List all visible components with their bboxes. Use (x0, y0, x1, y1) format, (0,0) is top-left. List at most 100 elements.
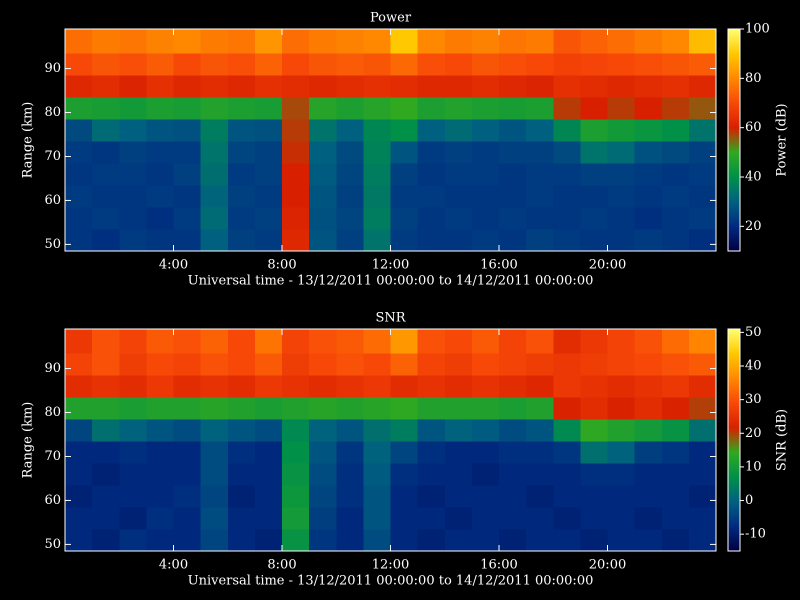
heatmap-cell (336, 441, 364, 464)
heatmap-cell (471, 419, 500, 442)
heatmap-cell (526, 419, 554, 442)
heatmap-cell (607, 375, 636, 398)
heatmap-cell (607, 29, 636, 54)
heatmap-cell (661, 185, 690, 208)
heatmap-cell (363, 97, 391, 120)
x-tick-label: 12:00 (372, 558, 409, 573)
heatmap-cell (92, 419, 120, 442)
heatmap-cell (92, 141, 120, 164)
heatmap-cell (282, 507, 310, 530)
heatmap-cell (92, 163, 120, 186)
heatmap-cell (526, 397, 554, 420)
heatmap-cell (661, 207, 690, 230)
colorbar-label: SNR (dB) (775, 409, 790, 471)
heatmap-cell (553, 207, 581, 230)
heatmap-cell (444, 419, 473, 442)
heatmap-cell (254, 529, 283, 552)
heatmap-cell (417, 141, 446, 164)
x-tick-label: 8:00 (267, 558, 296, 573)
heatmap-cell (254, 441, 283, 464)
heatmap-cell (580, 529, 608, 552)
heatmap-cell (553, 53, 581, 76)
heatmap-cell (309, 419, 337, 442)
heatmap-cell (173, 529, 202, 552)
heatmap-cell (471, 485, 500, 508)
heatmap-cell (282, 419, 310, 442)
heatmap-cell (65, 53, 93, 76)
heatmap-cell (173, 163, 202, 186)
heatmap-cell (526, 163, 554, 186)
heatmap-cell (363, 329, 391, 354)
heatmap-cell (200, 207, 229, 230)
heatmap-cell (173, 375, 202, 398)
heatmap-cell (553, 75, 581, 98)
heatmap-cell (417, 75, 446, 98)
heatmap-cell (634, 207, 663, 230)
heatmap-cell (607, 207, 636, 230)
heatmap-cell (580, 207, 608, 230)
heatmap-cell (336, 419, 364, 442)
heatmap-cell (200, 185, 229, 208)
heatmap-cell (146, 529, 174, 552)
heatmap-cell (92, 229, 120, 252)
heatmap-cell (390, 97, 419, 120)
heatmap-cell (688, 29, 717, 54)
heatmap-cell (553, 463, 581, 486)
heatmap-cell (363, 463, 391, 486)
heatmap-cell (580, 353, 608, 376)
heatmap-cell (526, 185, 554, 208)
colorbar-tick-label: 100 (745, 22, 770, 37)
x-axis-label: Universal time - 13/12/2011 00:00:00 to … (188, 574, 594, 589)
heatmap-cell (92, 329, 120, 354)
heatmap-cell (688, 141, 717, 164)
heatmap-cell (254, 207, 283, 230)
heatmap-cell (336, 119, 364, 142)
heatmap-cell (390, 463, 419, 486)
heatmap-cell (309, 507, 337, 530)
heatmap-cell (254, 53, 283, 76)
heatmap-cell (526, 485, 554, 508)
heatmap-cell (92, 29, 120, 54)
heatmap-cell (580, 375, 608, 398)
heatmap-cell (661, 419, 690, 442)
heatmap-cell (254, 229, 283, 252)
heatmap-cell (146, 29, 174, 54)
heatmap-cell (471, 97, 500, 120)
heatmap-cell (363, 353, 391, 376)
heatmap-cell (65, 463, 93, 486)
heatmap-cell (173, 75, 202, 98)
heatmap-cell (580, 53, 608, 76)
heatmap-cell (471, 141, 500, 164)
heatmap-cell (309, 397, 337, 420)
heatmap-cell (661, 229, 690, 252)
heatmap-cell (227, 507, 256, 530)
heatmap-cell (336, 397, 364, 420)
heatmap-cell (363, 507, 391, 530)
heatmap-cell (444, 507, 473, 530)
heatmap-cell (119, 507, 147, 530)
heatmap-cell (200, 441, 229, 464)
heatmap-cell (119, 353, 147, 376)
heatmap-cell (634, 507, 663, 530)
heatmap-cell (607, 141, 636, 164)
heatmap (65, 29, 717, 252)
heatmap-cell (553, 163, 581, 186)
heatmap-cell (254, 119, 283, 142)
heatmap-cell (634, 441, 663, 464)
heatmap-cell (444, 119, 473, 142)
heatmap-cell (200, 507, 229, 530)
heatmap-cell (173, 141, 202, 164)
heatmap-cell (417, 53, 446, 76)
heatmap-cell (119, 53, 147, 76)
heatmap-cell (200, 75, 229, 98)
heatmap-cell (336, 207, 364, 230)
heatmap-cell (336, 29, 364, 54)
heatmap-cell (417, 507, 446, 530)
heatmap-cell (417, 397, 446, 420)
x-tick-label: 4:00 (159, 558, 188, 573)
colorbar-tick-label: 0 (745, 493, 753, 508)
heatmap-cell (227, 529, 256, 552)
heatmap-cell (254, 185, 283, 208)
heatmap-cell (146, 375, 174, 398)
